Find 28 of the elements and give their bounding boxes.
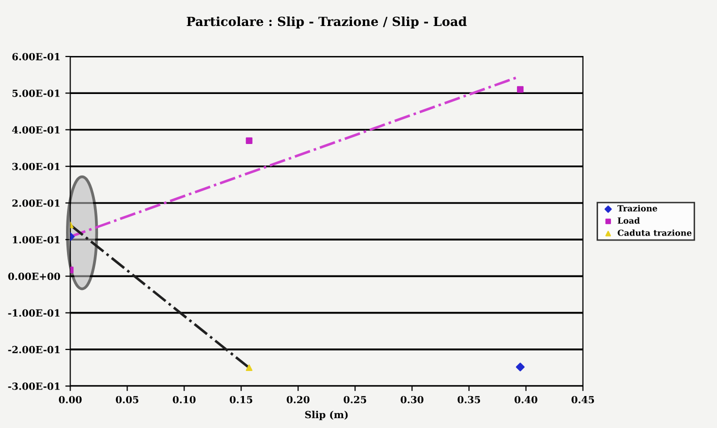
point	[516, 86, 524, 93]
legend-label: Trazione	[617, 205, 658, 212]
y-tick-label: 3.00E-01	[12, 162, 60, 170]
x-tick-label: 0.25	[344, 396, 366, 404]
x-axis-title: Slip (m)	[305, 410, 348, 420]
y-tick-label: -3.00E-01	[8, 382, 60, 390]
x-tick-label: 0.20	[286, 396, 310, 404]
y-tick-label: 2.00E-01	[12, 199, 60, 207]
x-tick-label: 0.40	[514, 396, 538, 404]
y-tick-label: -1.00E-01	[8, 309, 60, 317]
x-tick-label: 0.15	[230, 396, 252, 404]
point	[246, 137, 252, 144]
y-tick-label: 4.00E-01	[12, 126, 60, 134]
x-tick-label: 0.00	[58, 396, 82, 404]
x-tick-label: 0.10	[172, 396, 196, 404]
y-tick-label: -2.00E-01	[8, 346, 60, 354]
legend-label: Caduta trazione	[618, 229, 692, 236]
legend-label: Load	[618, 217, 640, 224]
chart-title: Particolare : Slip - Trazione / Slip - Load	[186, 16, 467, 29]
y-tick-label: 6.00E-01	[12, 52, 60, 60]
y-tick-label: 0.00E+00	[8, 272, 60, 280]
x-tick-label: 0.05	[116, 396, 138, 404]
point	[246, 364, 252, 372]
x-tick-label: 0.35	[458, 396, 480, 404]
x-tick-label: 0.30	[400, 396, 424, 404]
y-tick-label: 1.00E-01	[12, 236, 60, 244]
x-tick-label: 0.45	[572, 396, 594, 404]
y-tick-label: 5.00E-01	[12, 90, 60, 97]
